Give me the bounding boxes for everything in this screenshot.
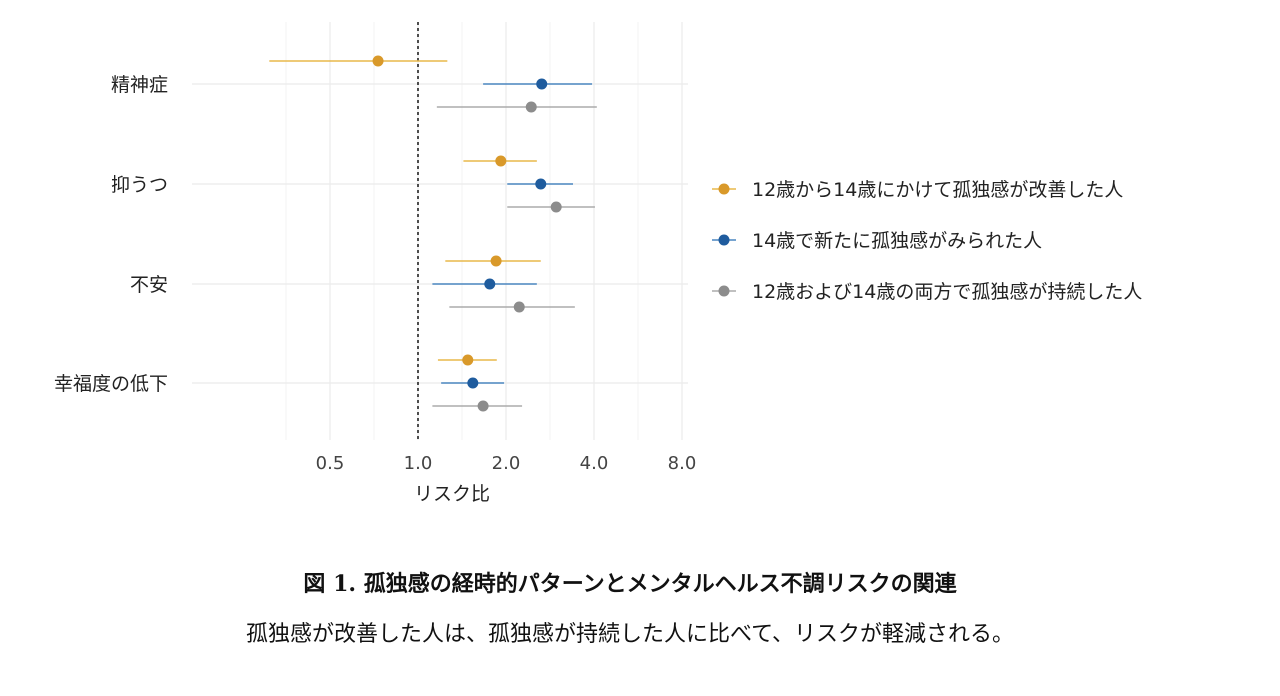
category-label: 幸福度の低下 — [54, 373, 168, 395]
point-estimate — [372, 55, 384, 67]
point-estimate — [477, 400, 489, 412]
legend-label: 12歳から14歳にかけて孤独感が改善した人 — [752, 179, 1123, 201]
point-estimate — [484, 278, 496, 290]
point-estimate — [535, 178, 547, 190]
point-estimate — [490, 255, 502, 267]
x-axis-title: リスク比 — [414, 483, 490, 505]
category-label: 精神症 — [111, 74, 168, 96]
category-label: 抑うつ — [111, 174, 168, 196]
legend-label: 12歳および14歳の両方で孤独感が持続した人 — [752, 281, 1142, 303]
point-estimate — [495, 155, 507, 167]
x-tick-label: 1.0 — [404, 453, 433, 474]
x-tick-label: 4.0 — [580, 453, 609, 474]
legend-marker — [718, 285, 730, 297]
legend-label: 14歳で新たに孤独感がみられた人 — [752, 230, 1042, 252]
point-estimate — [536, 78, 548, 90]
point-estimate — [525, 101, 537, 113]
x-tick-label: 0.5 — [316, 453, 345, 474]
point-estimate — [513, 301, 525, 313]
x-tick-label: 2.0 — [492, 453, 521, 474]
figure-caption-title: 図 1. 孤独感の経時的パターンとメンタルヘルス不調リスクの関連 — [303, 571, 957, 597]
point-estimate — [550, 201, 562, 213]
figure-caption-subtitle: 孤独感が改善した人は、孤独感が持続した人に比べて、リスクが軽減される。 — [245, 622, 1015, 647]
category-label: 不安 — [130, 274, 168, 296]
point-estimate — [462, 354, 474, 366]
x-tick-label: 8.0 — [668, 453, 697, 474]
legend-marker — [718, 234, 730, 246]
point-estimate — [467, 377, 479, 389]
legend-marker — [718, 183, 730, 195]
